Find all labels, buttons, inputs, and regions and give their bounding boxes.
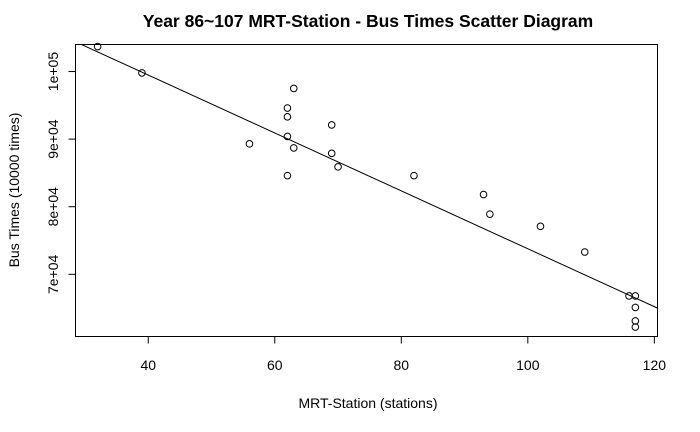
x-tick-label: 60 — [267, 357, 283, 373]
data-point — [283, 171, 292, 180]
data-point — [631, 292, 640, 300]
x-tick-label: 80 — [394, 357, 410, 373]
y-tick-label: 7e+04 — [45, 254, 61, 294]
data-point — [631, 323, 640, 331]
data-point — [536, 222, 545, 231]
x-tick-label: 40 — [140, 357, 156, 373]
data-point — [93, 42, 102, 51]
data-point — [289, 84, 298, 93]
data-point — [327, 149, 336, 158]
data-point — [327, 121, 336, 129]
data-point — [631, 317, 640, 325]
data-point — [486, 210, 494, 218]
y-axis-label: Bus Times (10000 times) — [6, 113, 22, 268]
data-point — [283, 113, 292, 121]
y-tick-label: 8e+04 — [45, 187, 61, 227]
chart-title: Year 86~107 MRT-Station - Bus Times Scat… — [143, 11, 593, 31]
x-axis: 40 60 80 100 120 — [140, 336, 667, 373]
regression-layer — [80, 44, 658, 309]
y-axis: 7e+04 8e+04 9e+04 1e+05 — [45, 52, 76, 294]
data-point — [580, 248, 589, 256]
data-point — [289, 144, 298, 152]
data-point — [334, 163, 342, 171]
x-tick-label: 100 — [516, 357, 540, 373]
data-point — [245, 140, 254, 148]
data-point — [283, 132, 292, 141]
plot-frame — [75, 44, 658, 337]
data-point — [479, 190, 488, 199]
y-tick-label: 9e+04 — [45, 119, 61, 159]
data-point — [138, 69, 146, 77]
data-point — [410, 171, 418, 180]
data-point — [283, 104, 292, 112]
points-layer — [93, 42, 640, 331]
x-axis-label: MRT-Station (stations) — [298, 395, 437, 411]
x-tick-label: 120 — [643, 357, 667, 373]
regression-line — [80, 44, 658, 309]
data-point — [631, 303, 640, 312]
y-tick-label: 1e+05 — [45, 52, 61, 92]
